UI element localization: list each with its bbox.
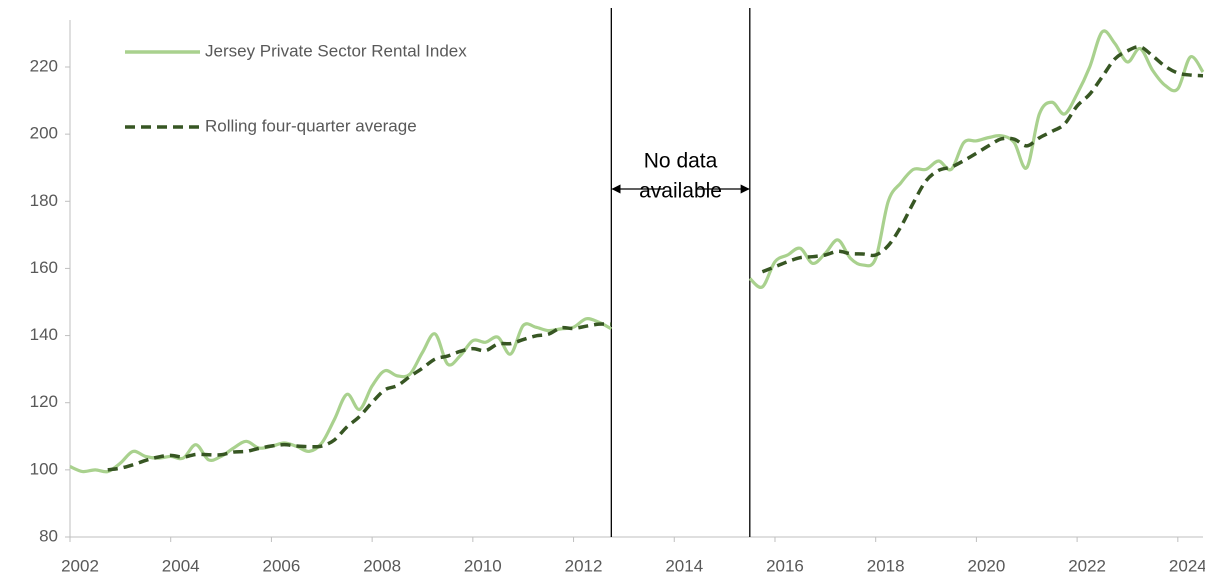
y-tick-label: 200 [30, 124, 58, 143]
x-tick-label: 2024 [1169, 556, 1205, 575]
data-line [69, 29, 1205, 474]
y-tick-label: 140 [30, 325, 58, 344]
y-tick-label: 180 [30, 191, 58, 210]
y-tick-label: 80 [39, 526, 58, 545]
y-tick-label: 160 [30, 258, 58, 277]
x-tick-label: 2012 [565, 556, 603, 575]
x-tick-label: 2008 [363, 556, 401, 575]
x-tick-label: 2014 [665, 556, 703, 575]
x-tick-label: 2004 [162, 556, 200, 575]
annotation-text: No data [644, 150, 718, 173]
x-tick-label: 2006 [263, 556, 301, 575]
y-tick-label: 220 [30, 56, 58, 75]
x-tick-label: 2002 [61, 556, 99, 575]
data-line [107, 44, 1204, 472]
x-tick-label: 2020 [967, 556, 1005, 575]
y-tick-label: 100 [30, 459, 58, 478]
legend-label: Jersey Private Sector Rental Index [205, 41, 467, 60]
y-tick-label: 120 [30, 392, 58, 411]
x-tick-label: 2022 [1068, 556, 1106, 575]
legend-label: Rolling four-quarter average [205, 116, 417, 135]
x-tick-label: 2016 [766, 556, 804, 575]
annotation-text: available [639, 180, 722, 203]
x-tick-label: 2010 [464, 556, 502, 575]
x-tick-label: 2018 [867, 556, 905, 575]
